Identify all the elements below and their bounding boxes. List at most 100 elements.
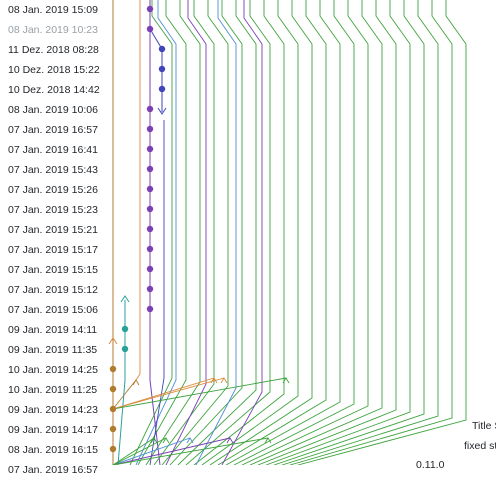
commit-dot-14 (146, 285, 154, 293)
commit-date-16[interactable]: 09 Jan. 2019 14:11 (8, 324, 98, 336)
arrow-up-icon (220, 377, 228, 384)
commit-dot-8 (146, 165, 154, 173)
commit-dot-22 (109, 445, 117, 453)
graph-lane-green-21 (297, 0, 467, 465)
commit-dot-1 (146, 25, 154, 33)
graph-lane-green-4 (161, 0, 229, 465)
graph-lane-green-6 (177, 0, 257, 465)
commit-dot-19 (109, 385, 117, 393)
commit-dot-20 (109, 405, 117, 413)
graph-lane-teal (117, 300, 126, 465)
graph-lane-green-7 (185, 0, 271, 465)
commit-date-3[interactable]: 10 Dez. 2018 15:22 (8, 64, 100, 76)
commit-date-9[interactable]: 07 Jan. 2019 15:26 (8, 184, 98, 196)
graph-lane-green-13 (233, 0, 355, 465)
graph-lane-green-16 (257, 0, 397, 465)
commit-date-11[interactable]: 07 Jan. 2019 15:21 (8, 224, 98, 236)
commit-date-22[interactable]: 08 Jan. 2019 16:15 (8, 444, 98, 456)
arrow-up-icon (150, 437, 158, 444)
commit-date-0[interactable]: 08 Jan. 2019 15:09 (8, 4, 98, 16)
commit-date-8[interactable]: 07 Jan. 2019 15:43 (8, 164, 98, 176)
commit-dot-5 (146, 105, 154, 113)
graph-lane-green-19 (281, 0, 439, 465)
graph-lane-accent-2 (195, 0, 237, 465)
graph-lane-green-1 (137, 0, 187, 465)
graph-merge-line-8 (112, 437, 167, 465)
graph-lane-blue-2 (149, 120, 165, 465)
graph-lane-green-14 (241, 0, 369, 465)
arrow-up-icon (226, 437, 234, 444)
graph-merge-line-5 (112, 437, 191, 465)
graph-lane-green-15 (249, 0, 383, 465)
commit-title-label: Title S (472, 420, 496, 432)
commit-dot-13 (146, 265, 154, 273)
commit-dot-2 (158, 45, 166, 53)
commit-date-7[interactable]: 07 Jan. 2019 16:41 (8, 144, 98, 156)
commit-date-17[interactable]: 09 Jan. 2019 11:35 (8, 344, 98, 356)
commit-version-label: 0.11.0 (416, 459, 445, 471)
commit-dot-18 (109, 365, 117, 373)
commit-dot-15 (146, 305, 154, 313)
graph-lane-green-10 (209, 0, 313, 465)
commit-date-10[interactable]: 07 Jan. 2019 15:23 (8, 204, 98, 216)
commit-date-14[interactable]: 07 Jan. 2019 15:12 (8, 284, 98, 296)
graph-merge-line-2 (112, 377, 287, 410)
commit-dot-0 (146, 5, 154, 13)
graph-lane-purple-main (149, 0, 161, 465)
commit-date-6[interactable]: 07 Jan. 2019 16:57 (8, 124, 98, 136)
commit-dot-16 (121, 325, 129, 333)
commit-dot-9 (146, 185, 154, 193)
graph-lane-accent-0 (135, 0, 177, 465)
graph-merge-line-6 (112, 437, 231, 465)
arrow-up-icon (282, 377, 290, 384)
commit-date-15[interactable]: 07 Jan. 2019 15:06 (8, 304, 98, 316)
graph-lane-green-5 (169, 0, 243, 465)
arrow-up-icon (162, 437, 170, 444)
graph-lane-green-18 (273, 0, 425, 465)
graph-lane-green-9 (201, 0, 299, 465)
commit-date-2[interactable]: 11 Dez. 2018 08:28 (8, 44, 99, 56)
commit-date-4[interactable]: 10 Dez. 2018 14:42 (8, 84, 100, 96)
commit-dot-3 (158, 65, 166, 73)
commit-date-1[interactable]: 08 Jan. 2019 10:23 (8, 24, 98, 36)
commit-graph (108, 0, 467, 465)
commit-date-19[interactable]: 10 Jan. 2019 11:25 (8, 384, 98, 396)
graph-lane-green-11 (217, 0, 327, 465)
commit-date-5[interactable]: 08 Jan. 2019 10:06 (8, 104, 98, 116)
graph-lane-green-0 (129, 0, 173, 465)
graph-lane-orange (135, 0, 141, 381)
graph-merge-line-7 (112, 437, 269, 465)
commit-date-21[interactable]: 09 Jan. 2019 14:17 (8, 424, 98, 436)
graph-merge-line-4 (112, 437, 155, 465)
commit-date-13[interactable]: 07 Jan. 2019 15:15 (8, 264, 98, 276)
graph-lane-green-17 (265, 0, 411, 465)
commit-fixed-label: fixed st (464, 440, 496, 452)
commit-dot-12 (146, 245, 154, 253)
commit-dot-11 (146, 225, 154, 233)
arrow-up-icon (120, 295, 130, 303)
commit-date-23[interactable]: 07 Jan. 2019 16:57 (8, 464, 98, 476)
arrow-down-icon (157, 107, 167, 115)
graph-lane-green-20 (289, 0, 453, 465)
commit-dot-17 (121, 345, 129, 353)
graph-lane-green-12 (225, 0, 341, 465)
graph-lane-accent-3 (221, 0, 263, 465)
commit-date-12[interactable]: 07 Jan. 2019 15:17 (8, 244, 98, 256)
arrow-up-icon (186, 437, 194, 444)
arrow-up-icon (132, 379, 140, 386)
commit-dot-21 (109, 425, 117, 433)
commit-date-20[interactable]: 09 Jan. 2019 14:23 (8, 404, 98, 416)
arrow-up-icon (108, 337, 118, 345)
commit-dot-10 (146, 205, 154, 213)
graph-lane-green-8 (193, 0, 285, 465)
graph-lane-green-3 (153, 0, 215, 465)
graph-merge-line-1 (112, 377, 225, 410)
commit-dot-7 (146, 145, 154, 153)
commit-dot-4 (158, 85, 166, 93)
graph-lane-accent-1 (165, 0, 207, 465)
graph-merge-line-3 (112, 379, 137, 410)
graph-lane-green-2 (145, 0, 201, 465)
commit-date-18[interactable]: 10 Jan. 2019 14:25 (8, 364, 98, 376)
commit-dot-6 (146, 125, 154, 133)
arrow-up-icon (264, 437, 272, 444)
